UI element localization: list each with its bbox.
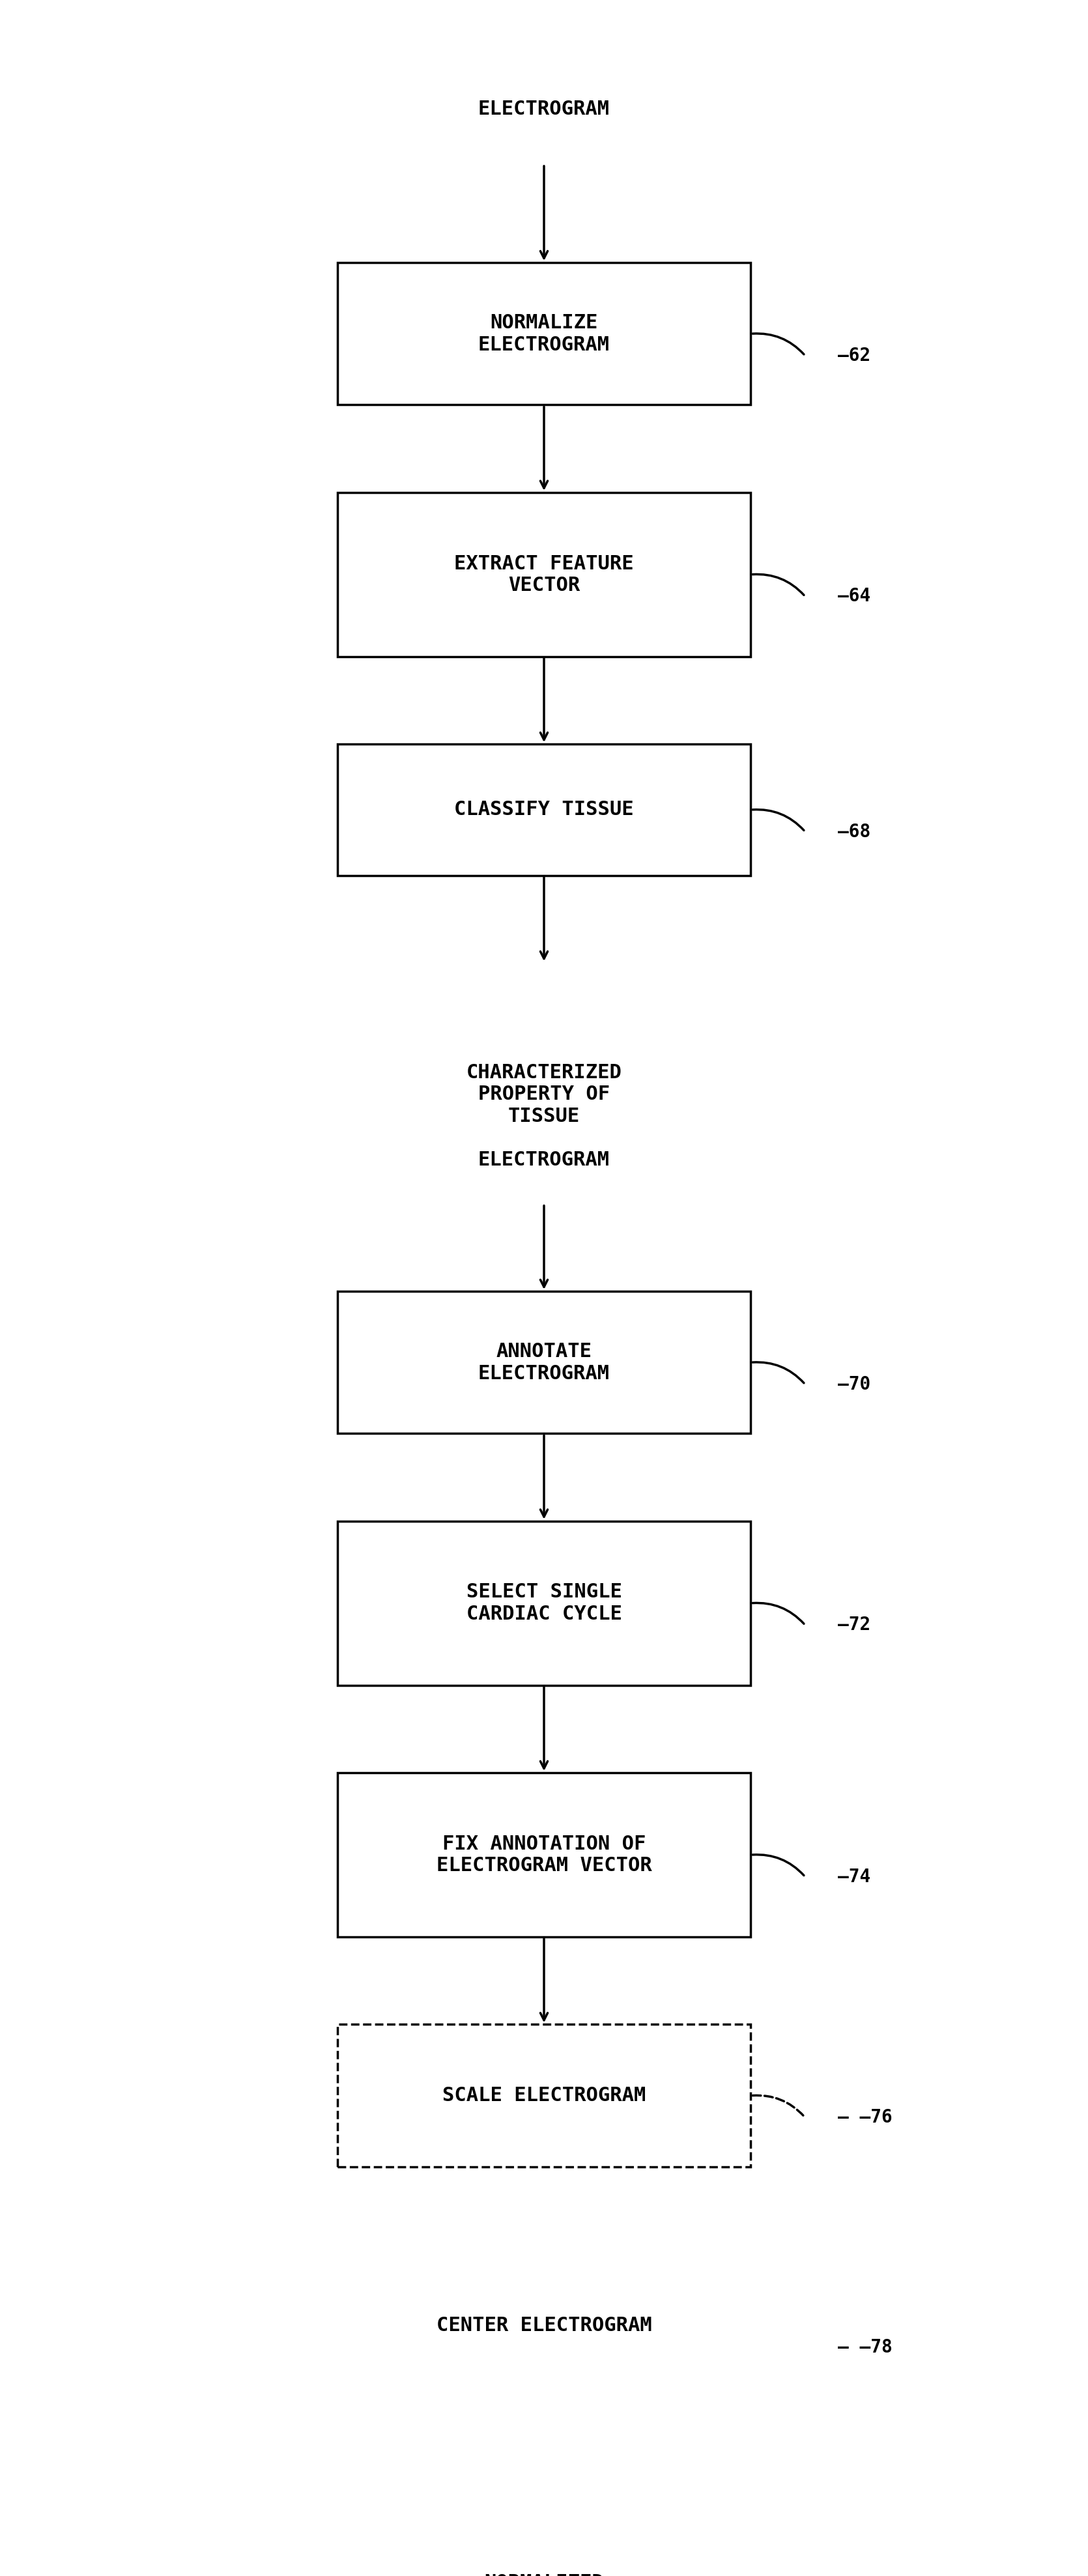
Text: —68: —68	[838, 822, 870, 840]
Bar	[337, 1772, 751, 1937]
Bar	[337, 492, 751, 657]
Text: CHARACTERIZED
PROPERTY OF
TISSUE: CHARACTERIZED PROPERTY OF TISSUE	[466, 1064, 622, 1126]
Text: CENTER ELECTROGRAM: CENTER ELECTROGRAM	[436, 2316, 652, 2334]
Text: – —78: – —78	[838, 2339, 892, 2357]
Text: ELECTROGRAM: ELECTROGRAM	[478, 1151, 610, 1170]
Text: SELECT SINGLE
CARDIAC CYCLE: SELECT SINGLE CARDIAC CYCLE	[466, 1582, 622, 1623]
Text: NORMALIZED
ELECTROGRAM: NORMALIZED ELECTROGRAM	[478, 2573, 610, 2576]
Bar	[337, 2025, 751, 2166]
Bar	[337, 263, 751, 404]
Text: NORMALIZE
ELECTROGRAM: NORMALIZE ELECTROGRAM	[478, 314, 610, 353]
Bar	[337, 744, 751, 876]
Text: FIX ANNOTATION OF
ELECTROGRAM VECTOR: FIX ANNOTATION OF ELECTROGRAM VECTOR	[436, 1834, 652, 1875]
Text: CLASSIFY TISSUE: CLASSIFY TISSUE	[454, 801, 634, 819]
Text: ANNOTATE
ELECTROGRAM: ANNOTATE ELECTROGRAM	[478, 1342, 610, 1383]
Bar	[337, 2254, 751, 2396]
Text: —72: —72	[838, 1615, 870, 1633]
Text: —74: —74	[838, 1868, 870, 1886]
Text: —64: —64	[838, 587, 870, 605]
Bar	[337, 1520, 751, 1685]
Text: – —76: – —76	[838, 2107, 892, 2128]
Text: —62: —62	[838, 348, 870, 366]
Text: EXTRACT FEATURE
VECTOR: EXTRACT FEATURE VECTOR	[454, 554, 634, 595]
Text: SCALE ELECTROGRAM: SCALE ELECTROGRAM	[442, 2087, 646, 2105]
Bar	[337, 1291, 751, 1435]
Text: ELECTROGRAM: ELECTROGRAM	[478, 100, 610, 118]
Text: —70: —70	[838, 1376, 870, 1394]
